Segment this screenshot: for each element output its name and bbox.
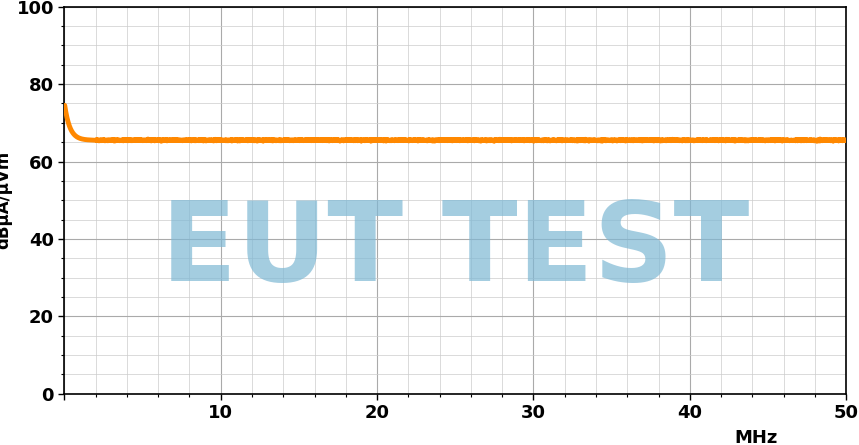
Y-axis label: dBμA/μVm: dBμA/μVm [0, 151, 12, 249]
Text: MHz: MHz [734, 429, 778, 445]
Text: EUT TEST: EUT TEST [161, 197, 749, 304]
